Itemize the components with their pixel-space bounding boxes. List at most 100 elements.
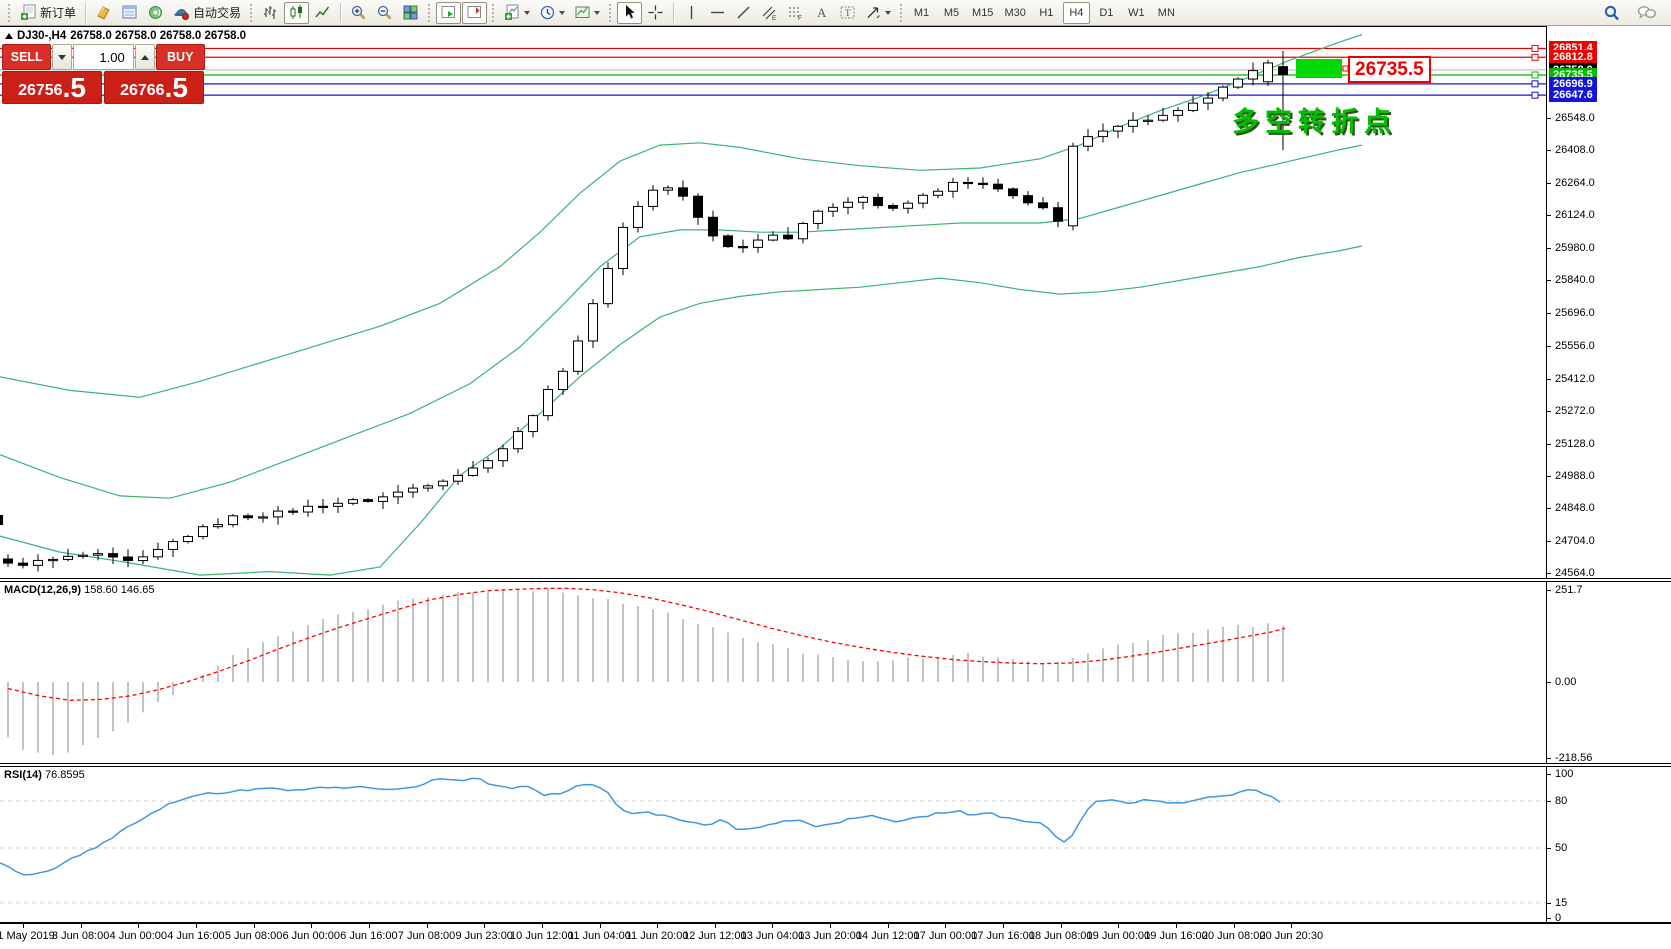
- pane-splitter[interactable]: [0, 763, 1671, 767]
- time-tick: [368, 924, 370, 928]
- chart-plot-background[interactable]: [0, 27, 1546, 922]
- auto-trading-label: 自动交易: [193, 6, 242, 20]
- vertical-line-button[interactable]: [679, 2, 704, 24]
- cursor-button[interactable]: [617, 1, 643, 24]
- main-price-pane[interactable]: [0, 27, 1546, 578]
- chart-shift-button[interactable]: [462, 1, 488, 24]
- highlight-rectangle[interactable]: [1296, 59, 1342, 78]
- collapse-arrow-icon[interactable]: [5, 29, 13, 39]
- toolbar-grip[interactable]: [7, 3, 12, 22]
- auto-trading-button[interactable]: 自动交易: [169, 2, 245, 24]
- arrows-button[interactable]: [861, 2, 895, 24]
- chat-button[interactable]: [1633, 2, 1661, 24]
- sell-button[interactable]: SELL: [2, 44, 52, 70]
- tile-windows-button[interactable]: [398, 2, 423, 24]
- time-axis-label: 4 Jun 16:00: [167, 930, 225, 942]
- bars-chart-button[interactable]: [258, 2, 283, 24]
- price-axis[interactable]: 26548.0 26408.0 26264.0 26124.0 25980.0 25840…: [1546, 26, 1671, 924]
- macd-pane[interactable]: [0, 582, 1546, 763]
- toolbar-grip[interactable]: [899, 3, 905, 22]
- candles-chart-button[interactable]: [284, 1, 310, 24]
- axis-tick: [1547, 215, 1551, 217]
- price-axis-label: 25840.0: [1555, 274, 1595, 287]
- time-tick: [1060, 924, 1062, 928]
- buy-price-display[interactable]: 26766 .5: [104, 71, 204, 104]
- rsi-pane[interactable]: [0, 767, 1546, 922]
- bollinger-upper-band: [0, 33, 1363, 398]
- axis-tick: [1547, 573, 1551, 574]
- data-window-button[interactable]: [117, 2, 142, 24]
- new-order-button[interactable]: 新订单: [16, 2, 80, 24]
- macd-label: MACD(12,26,9) 158.60 146.65: [4, 584, 154, 596]
- macd-histogram-layer: [7, 588, 1284, 756]
- time-tick: [80, 924, 82, 928]
- line-chart-button[interactable]: [310, 2, 335, 24]
- chevron-down-icon: [594, 11, 601, 18]
- price-axis-label: 25272.0: [1555, 404, 1595, 417]
- toolbar-grip[interactable]: [608, 3, 614, 22]
- buy-button[interactable]: BUY: [155, 44, 205, 70]
- toolbar-separator: [85, 2, 87, 23]
- pane-splitter[interactable]: [0, 578, 1671, 582]
- time-tick: [830, 924, 832, 928]
- horizontal-line-button[interactable]: [705, 2, 730, 24]
- volume-increase-button[interactable]: [134, 44, 155, 70]
- chat-icon: [1637, 4, 1657, 22]
- timeframe-m1-button[interactable]: M1: [913, 6, 930, 19]
- time-axis-label: 18 Jun 08:00: [1028, 930, 1093, 942]
- indicators-button[interactable]: [500, 2, 534, 24]
- toolbar-grip[interactable]: [427, 3, 433, 22]
- horizontal-lines-layer[interactable]: [0, 44, 1546, 99]
- market-watch-button[interactable]: [91, 2, 116, 24]
- crosshair-button[interactable]: [643, 2, 668, 24]
- triangle-down-icon: [58, 54, 67, 64]
- one-click-trading-panel: SELL 1.00 BUY 26756 .5 26766 .5: [2, 44, 205, 104]
- toolbar-grip[interactable]: [491, 3, 497, 22]
- price-axis-label: 80: [1555, 795, 1568, 807]
- market-watch-icon: [95, 4, 112, 21]
- zoom-out-button[interactable]: [372, 2, 397, 24]
- buy-price-frac: .5: [164, 72, 188, 103]
- timeframe-m30-button[interactable]: M30: [1004, 6, 1026, 19]
- rsi-name: RSI(14): [4, 769, 42, 781]
- volume-input[interactable]: 1.00: [73, 44, 134, 70]
- timeframe-mn-button[interactable]: MN: [1157, 6, 1175, 19]
- text-label-button[interactable]: T: [835, 2, 860, 24]
- axis-tick: [1547, 918, 1551, 919]
- timeframe-m15-button[interactable]: M15: [972, 6, 994, 19]
- sell-price-display[interactable]: 26756 .5: [2, 71, 102, 104]
- timeframe-d1-button[interactable]: D1: [1099, 6, 1114, 19]
- price-axis-label: 25128.0: [1555, 437, 1595, 450]
- zoom-in-icon: [350, 4, 367, 21]
- zoom-in-button[interactable]: [346, 2, 371, 24]
- buy-price-main: 26766: [120, 82, 165, 99]
- fibonacci-button[interactable]: F: [783, 2, 808, 24]
- periods-button[interactable]: [535, 2, 569, 24]
- text-icon: A: [813, 4, 830, 21]
- timeframe-h1-button[interactable]: H1: [1039, 6, 1054, 19]
- search-button[interactable]: [1599, 2, 1625, 24]
- time-axis-label: 12 Jun 12:00: [682, 930, 747, 942]
- price-axis-label: 24848.0: [1555, 501, 1595, 514]
- text-button[interactable]: A: [809, 2, 834, 24]
- signal-button[interactable]: [143, 2, 168, 24]
- price-callout-label[interactable]: 26735.5: [1348, 56, 1431, 83]
- volume-decrease-button[interactable]: [52, 44, 73, 70]
- trendline-button[interactable]: [731, 2, 756, 24]
- equidistant-channel-button[interactable]: E: [757, 2, 782, 24]
- rsi-label: RSI(14) 76.8595: [4, 769, 85, 781]
- bollinger-middle-band: [0, 144, 1363, 499]
- price-axis-label: 15: [1555, 897, 1568, 909]
- auto-scroll-button[interactable]: [436, 1, 462, 24]
- toolbar-grip[interactable]: [249, 3, 255, 22]
- timeframe-m5-button[interactable]: M5: [943, 6, 960, 19]
- chart-title: DJ30-,H4 26758.0 26758.0 26758.0 26758.0: [5, 30, 246, 42]
- timeframe-w1-button[interactable]: W1: [1128, 6, 1145, 19]
- timeframe-h4-button[interactable]: H4: [1062, 1, 1090, 24]
- templates-button[interactable]: [570, 2, 604, 24]
- data-window-icon: [121, 4, 138, 21]
- chart-annotation-text[interactable]: 多空转折点: [1232, 107, 1397, 137]
- fibonacci-icon: F: [787, 4, 804, 21]
- tile-windows-icon: [402, 4, 419, 21]
